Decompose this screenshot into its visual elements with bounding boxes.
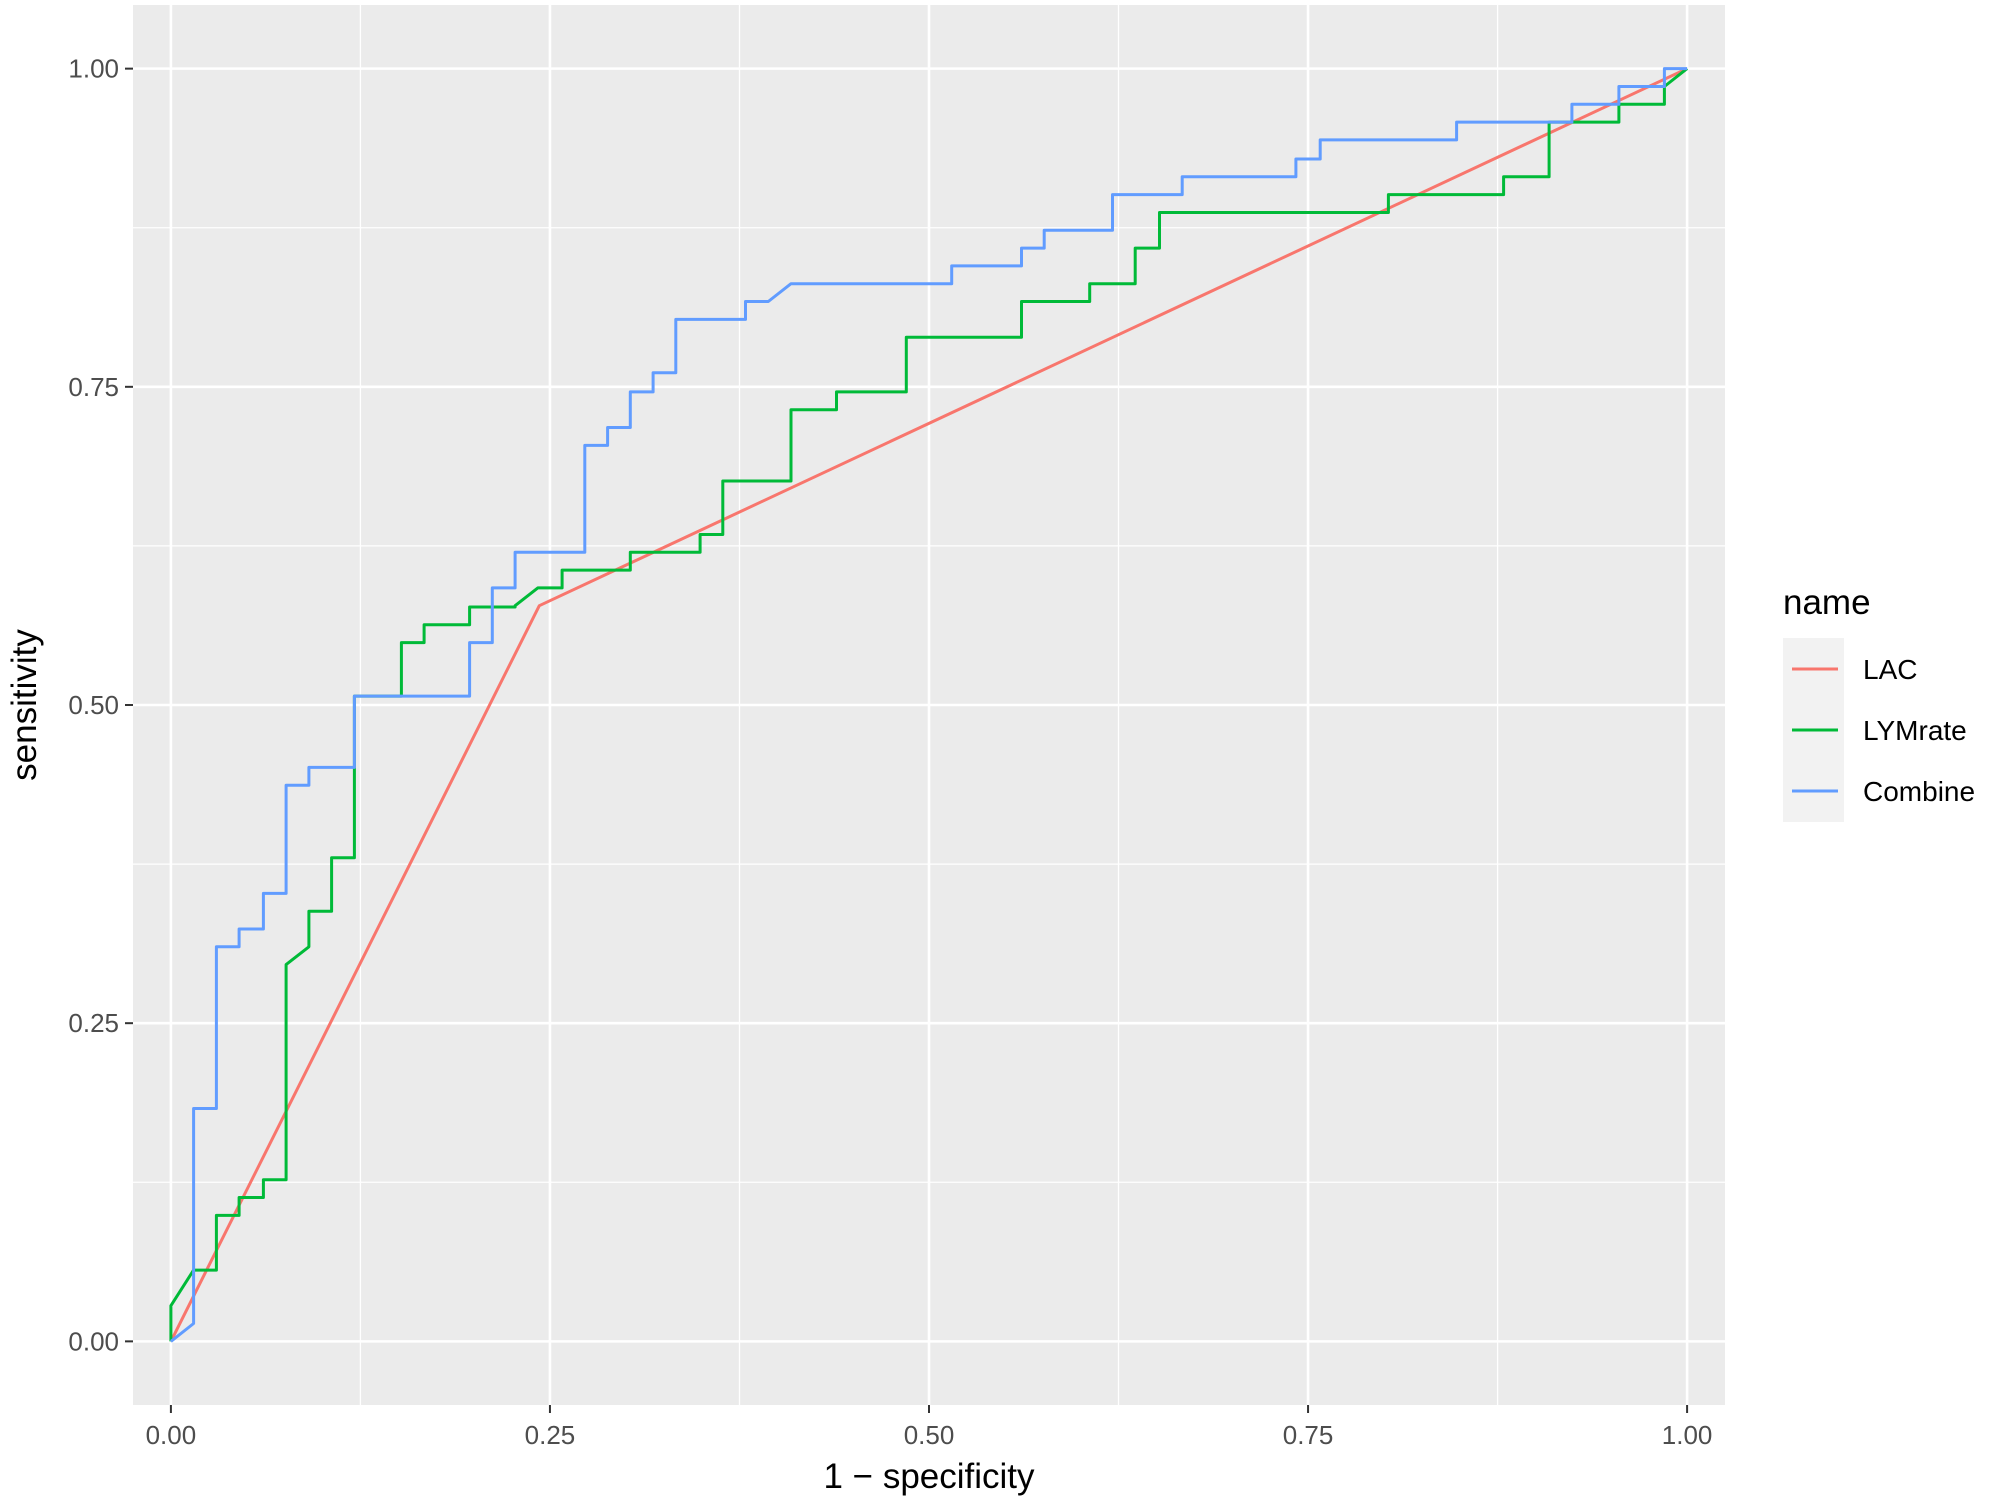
series-line-combine [169,67,1688,1343]
legend-entries: LAC LYMrate Combine [1792,654,1975,807]
x-tick-label: 0.75 [1283,1420,1334,1450]
series-line-lymrate [169,67,1689,1342]
y-tick-label: 1.00 [68,54,119,84]
legend: name LAC LYMrate Combine [1783,583,1975,822]
x-tick-label: 0.00 [146,1420,197,1450]
x-tick-label: 0.25 [525,1420,576,1450]
x-tick-label: 0.50 [904,1420,955,1450]
y-tick-label: 0.00 [68,1326,119,1356]
x-axis: 0.00 0.25 0.50 0.75 1.00 [146,1405,1713,1450]
y-tick-label: 0.50 [68,690,119,720]
y-tick-label: 0.75 [68,372,119,402]
legend-label-combine: Combine [1863,776,1975,807]
legend-title: name [1783,583,1871,622]
legend-label-lac: LAC [1863,654,1917,685]
y-axis: 0.00 0.25 0.50 0.75 1.00 [68,54,133,1356]
series-line-lac [169,67,1688,1343]
y-axis-title: sensitivity [5,629,44,781]
y-tick-label: 0.25 [68,1008,119,1038]
series-layer [169,67,1689,1343]
x-tick-label: 1.00 [1662,1420,1713,1450]
x-axis-title: 1 − specificity [823,1457,1035,1496]
legend-label-lymrate: LYMrate [1863,715,1967,746]
grid-major [133,5,1725,1405]
